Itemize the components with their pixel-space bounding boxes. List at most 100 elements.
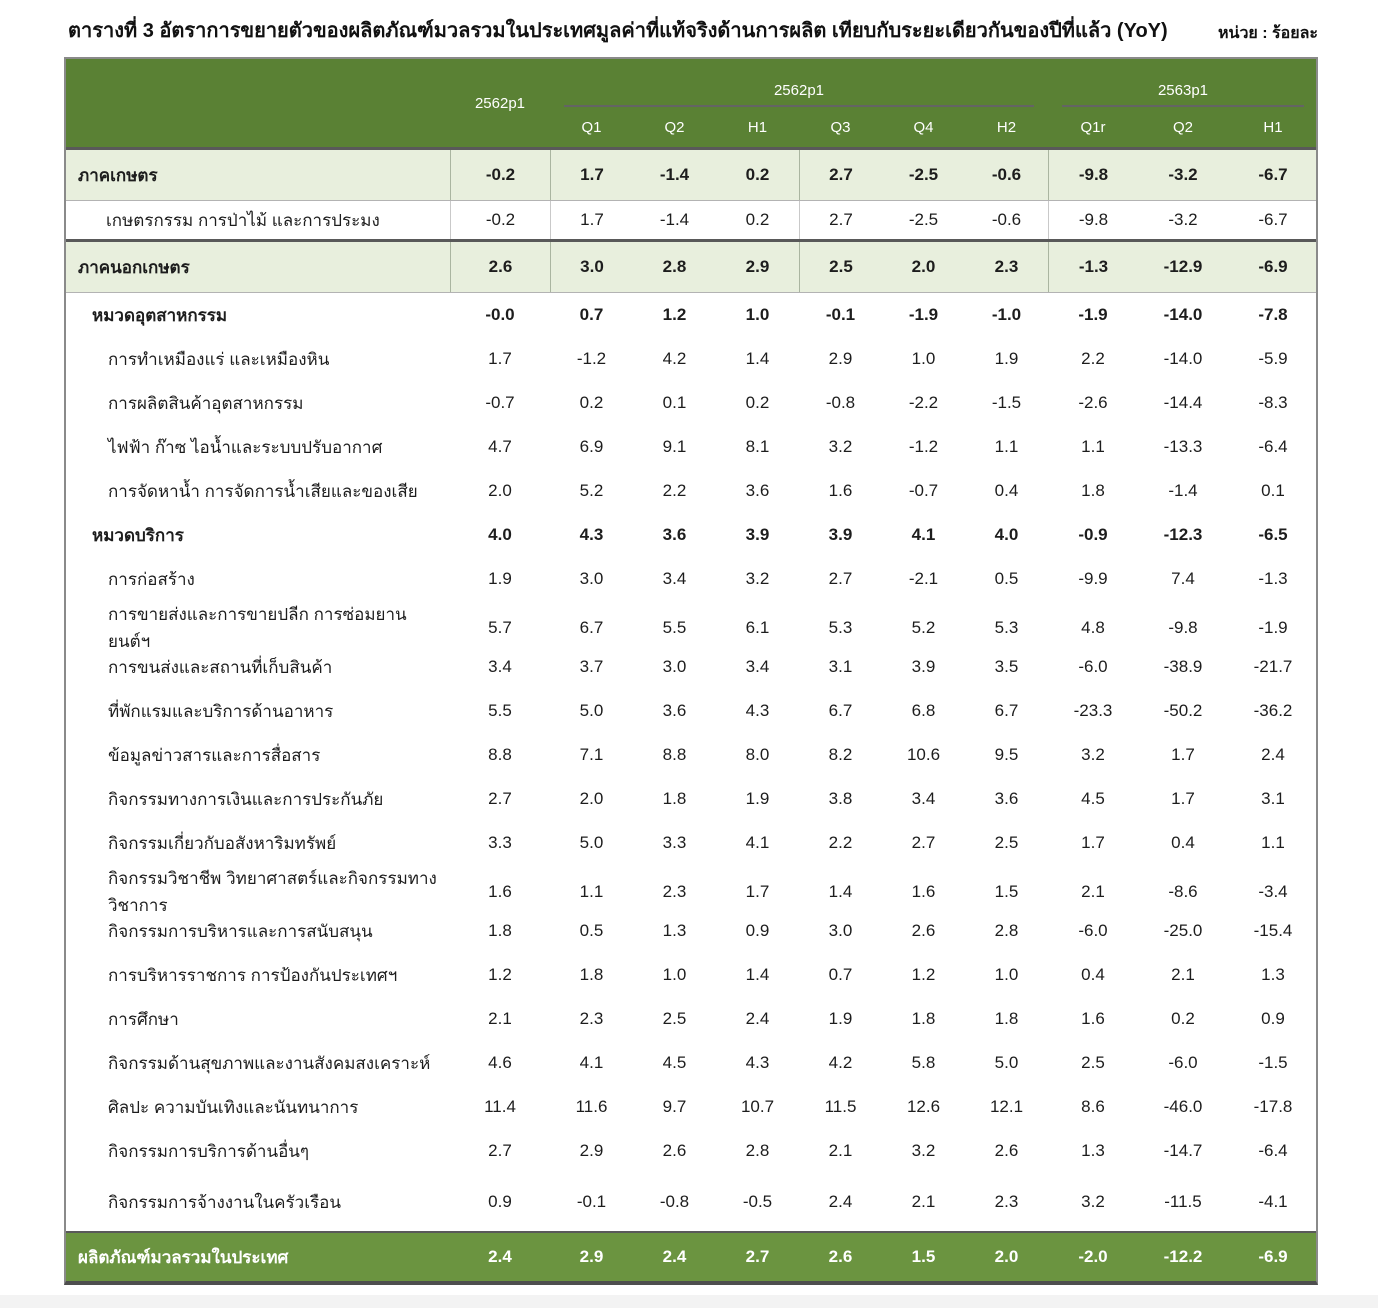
table-row: ผลิตภัณฑ์มวลรวมในประเทศ 2.4 2.9 2.4 2.7 2.6 1.… (66, 1231, 1316, 1281)
table-row: หมวดบริการ 4.0 4.3 3.6 3.9 3.9 4.1 4.0 -0.9 -12.3… (66, 513, 1316, 557)
value-cell: -25.0 (1163, 921, 1203, 940)
table-row: ศิลปะ ความบันเทิงและนันทนาการ 11.4 11.6 9.7… (66, 1085, 1316, 1129)
value-cell: -3.2 (1168, 210, 1198, 229)
value-cell: -9.8 (1048, 201, 1138, 239)
value-cell: 3.0 (550, 242, 633, 292)
value-cell: 1.6 (911, 882, 936, 901)
header-group-underline (1062, 105, 1304, 107)
value-cell: 1.3 (662, 921, 687, 940)
value-cell: 2.2 (828, 833, 853, 852)
value-cell: -11.5 (1164, 1192, 1202, 1211)
value-cell: 5.5 (488, 701, 512, 720)
value-cell: 1.8 (579, 965, 604, 984)
value-cell: 1.7 (1171, 745, 1195, 764)
row-label: ผลิตภัณฑ์มวลรวมในประเทศ (78, 1247, 289, 1267)
value-cell: -6.4 (1258, 437, 1288, 456)
value-cell: 1.0 (745, 305, 770, 324)
value-cell: -6.7 (1258, 165, 1288, 184)
value-cell: 1.1 (1261, 833, 1285, 852)
unit-label: หน่วย : ร้อยละ (1217, 25, 1318, 42)
value-cell: 1.4 (828, 882, 853, 901)
value-cell: 2.7 (911, 833, 936, 852)
value-cell: 8.8 (662, 745, 687, 764)
value-cell: -1.9 (1078, 305, 1108, 324)
value-cell: 5.2 (911, 618, 936, 637)
table-row: ภาคเกษตร -0.2 1.7 -1.4 0.2 2.7 -2.5 -0.6 -9.8 -3.… (66, 150, 1316, 201)
value-cell: -1.4 (1168, 481, 1198, 500)
value-cell: 5.2 (579, 481, 604, 500)
value-cell: 2.5 (799, 242, 882, 292)
value-cell: 1.5 (994, 882, 1019, 901)
value-cell: 8.0 (745, 745, 770, 764)
value-cell: 3.0 (579, 569, 604, 588)
value-cell: 1.0 (662, 965, 687, 984)
table-body: ภาคเกษตร -0.2 1.7 -1.4 0.2 2.7 -2.5 -0.6 -9.8 -3.… (66, 150, 1316, 1281)
value-cell: -2.5 (908, 210, 939, 229)
value-cell: 10.7 (740, 1097, 775, 1116)
value-cell: 3.4 (911, 789, 936, 808)
table-row: กิจกรรมทางการเงินและการประกันภัย 2.7 2.0 1.… (66, 777, 1316, 821)
value-cell: 2.4 (828, 1192, 853, 1211)
row-label: หมวดบริการ (92, 525, 184, 545)
value-cell: 5.8 (911, 1053, 936, 1072)
table-row: เกษตรกรรม การป่าไม้ และการประมง -0.2 1.7 -1… (66, 201, 1316, 242)
value-cell: 12.6 (906, 1097, 941, 1116)
value-cell: 3.4 (662, 569, 687, 588)
row-label: การจัดหาน้ำ การจัดการน้ำเสียและของเสีย (108, 481, 418, 501)
value-cell: 10.6 (906, 745, 941, 764)
value-cell: 3.9 (828, 525, 853, 544)
value-cell: 2.7 (488, 789, 512, 808)
value-cell: 0.5 (994, 569, 1019, 588)
value-cell: -23.3 (1073, 701, 1113, 720)
value-cell: 1.2 (488, 965, 512, 984)
value-cell: 3.7 (579, 657, 604, 676)
row-label: ศิลปะ ความบันเทิงและนันทนาการ (108, 1097, 359, 1117)
value-cell: 1.2 (911, 965, 936, 984)
table-row: กิจกรรมการบริการด้านอื่นๆ 2.7 2.9 2.6 2.8 2.1… (66, 1129, 1316, 1173)
value-cell: -12.2 (1163, 1247, 1203, 1266)
value-cell: 4.0 (994, 525, 1019, 544)
value-cell: 4.6 (488, 1053, 512, 1072)
value-cell: -12.9 (1163, 257, 1203, 276)
value-cell: 3.1 (1261, 789, 1285, 808)
value-cell: -6.0 (1078, 657, 1108, 676)
value-cell: -8.6 (1168, 882, 1198, 901)
value-cell: 1.9 (828, 1009, 853, 1028)
value-cell: 2.3 (994, 257, 1019, 276)
value-cell: 8.6 (1081, 1097, 1105, 1116)
table-row: ไฟฟ้า ก๊าซ ไอน้ำและระบบปรับอากาศ 4.7 6.9 9.… (66, 425, 1316, 469)
row-label: กิจกรรมการบริหารและการสนับสนุน (108, 921, 373, 941)
value-cell: 2.8 (994, 921, 1019, 940)
value-cell: -9.8 (1168, 618, 1198, 637)
value-cell: -0.6 (991, 210, 1022, 229)
header-group-underline (564, 105, 1034, 107)
value-cell: -6.5 (1258, 525, 1288, 544)
row-label: การขนส่งและสถานที่เก็บสินค้า (108, 657, 333, 677)
value-cell: -1.4 (659, 210, 690, 229)
value-cell: 3.3 (662, 833, 687, 852)
value-cell: 2.2 (662, 481, 687, 500)
value-cell: 1.4 (745, 349, 770, 368)
value-cell: 1.7 (745, 882, 770, 901)
value-cell: 0.9 (488, 1192, 512, 1211)
row-label: กิจกรรมด้านสุขภาพและงานสังคมสงเคราะห์ (108, 1053, 431, 1073)
value-cell: 6.7 (579, 618, 604, 637)
value-cell: 2.7 (799, 150, 882, 200)
header-year-group: 2563p1 (1048, 59, 1318, 107)
value-cell: -9.9 (1078, 569, 1108, 588)
value-cell: -2.0 (1078, 1247, 1108, 1266)
value-cell: -1.5 (991, 393, 1022, 412)
value-cell: 0.4 (1171, 833, 1195, 852)
header-year-group-label: 2563p1 (1157, 82, 1209, 99)
value-cell: 3.6 (994, 789, 1019, 808)
table-row: กิจกรรมเกี่ยวกับอสังหาริมทรัพย์ 3.3 5.0 3.3… (66, 821, 1316, 865)
row-label: กิจกรรมทางการเงินและการประกันภัย (108, 789, 384, 809)
value-cell: 2.3 (994, 1192, 1019, 1211)
table-row: การบริหารราชการ การป้องกันประเทศฯ 1.2 1.8 1… (66, 953, 1316, 997)
value-cell: 1.6 (828, 481, 853, 500)
value-cell: 2.9 (745, 257, 770, 276)
value-cell: 1.2 (662, 305, 687, 324)
value-cell: 6.9 (579, 437, 604, 456)
value-cell: -1.2 (908, 437, 939, 456)
